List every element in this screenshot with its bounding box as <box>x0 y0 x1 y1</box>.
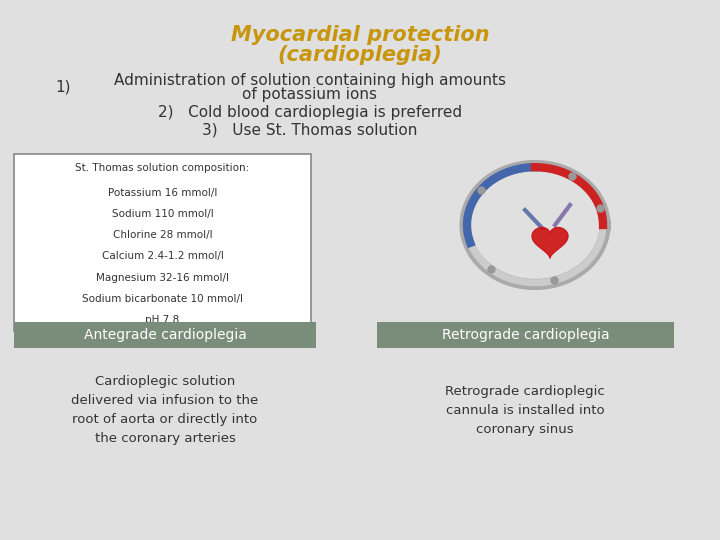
Text: Myocardial protection: Myocardial protection <box>230 25 490 45</box>
Text: Potassium 16 mmol/l: Potassium 16 mmol/l <box>108 187 217 198</box>
Text: 2)   Cold blood cardioplegia is preferred: 2) Cold blood cardioplegia is preferred <box>158 105 462 119</box>
Text: Retrograde cardioplegia: Retrograde cardioplegia <box>441 328 609 342</box>
Text: 1): 1) <box>55 79 71 94</box>
Text: Calcium 2.4-1.2 mmol/l: Calcium 2.4-1.2 mmol/l <box>102 252 223 261</box>
Text: (cardioplegia): (cardioplegia) <box>278 45 442 65</box>
Text: Sodium bicarbonate 10 mmol/l: Sodium bicarbonate 10 mmol/l <box>82 294 243 304</box>
Text: Cardioplegic solution
delivered via infusion to the
root of aorta or directly in: Cardioplegic solution delivered via infu… <box>71 375 258 445</box>
Text: pH 7.8: pH 7.8 <box>145 315 179 326</box>
FancyBboxPatch shape <box>385 160 675 325</box>
Text: 3)   Use St. Thomas solution: 3) Use St. Thomas solution <box>202 123 418 138</box>
Text: St. Thomas solution composition:: St. Thomas solution composition: <box>76 163 250 173</box>
Text: Sodium 110 mmol/l: Sodium 110 mmol/l <box>112 209 213 219</box>
Polygon shape <box>532 227 568 258</box>
Text: Chlorine 28 mmol/l: Chlorine 28 mmol/l <box>113 230 212 240</box>
Text: Administration of solution containing high amounts: Administration of solution containing hi… <box>114 72 506 87</box>
FancyBboxPatch shape <box>377 322 674 348</box>
FancyBboxPatch shape <box>14 322 316 348</box>
FancyBboxPatch shape <box>14 154 311 331</box>
Text: Magnesium 32-16 mmol/l: Magnesium 32-16 mmol/l <box>96 273 229 283</box>
Text: Antegrade cardioplegia: Antegrade cardioplegia <box>84 328 246 342</box>
Text: of potassium ions: of potassium ions <box>243 87 377 103</box>
Text: Retrograde cardioplegic
cannula is installed into
coronary sinus: Retrograde cardioplegic cannula is insta… <box>445 384 605 435</box>
